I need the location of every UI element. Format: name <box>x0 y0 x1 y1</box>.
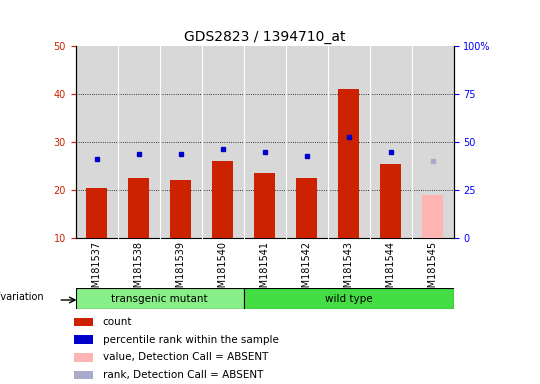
Bar <box>212 161 233 238</box>
Text: rank, Detection Call = ABSENT: rank, Detection Call = ABSENT <box>103 370 263 380</box>
Bar <box>75 371 93 379</box>
Text: GSM181537: GSM181537 <box>92 240 102 300</box>
Text: GSM181538: GSM181538 <box>133 240 144 300</box>
Text: GSM181544: GSM181544 <box>386 240 396 300</box>
Bar <box>244 288 454 309</box>
Bar <box>296 178 317 238</box>
Text: percentile rank within the sample: percentile rank within the sample <box>103 334 279 344</box>
Text: GSM181543: GSM181543 <box>343 240 354 300</box>
Bar <box>128 178 149 238</box>
Text: wild type: wild type <box>325 293 373 304</box>
Text: GSM181545: GSM181545 <box>428 240 437 300</box>
Bar <box>338 89 359 238</box>
Text: value, Detection Call = ABSENT: value, Detection Call = ABSENT <box>103 353 268 362</box>
Bar <box>254 173 275 238</box>
Text: genotype/variation: genotype/variation <box>0 292 45 302</box>
Bar <box>75 335 93 344</box>
Bar <box>75 318 93 326</box>
Bar <box>76 288 244 309</box>
Bar <box>170 180 191 238</box>
Text: GSM181541: GSM181541 <box>260 240 269 300</box>
Bar <box>86 188 107 238</box>
Text: count: count <box>103 317 132 327</box>
Bar <box>380 164 401 238</box>
Text: transgenic mutant: transgenic mutant <box>111 293 208 304</box>
Bar <box>75 353 93 362</box>
Text: GSM181542: GSM181542 <box>302 240 312 300</box>
Title: GDS2823 / 1394710_at: GDS2823 / 1394710_at <box>184 30 346 44</box>
Bar <box>422 195 443 238</box>
Text: GSM181540: GSM181540 <box>218 240 227 300</box>
Text: GSM181539: GSM181539 <box>176 240 186 300</box>
